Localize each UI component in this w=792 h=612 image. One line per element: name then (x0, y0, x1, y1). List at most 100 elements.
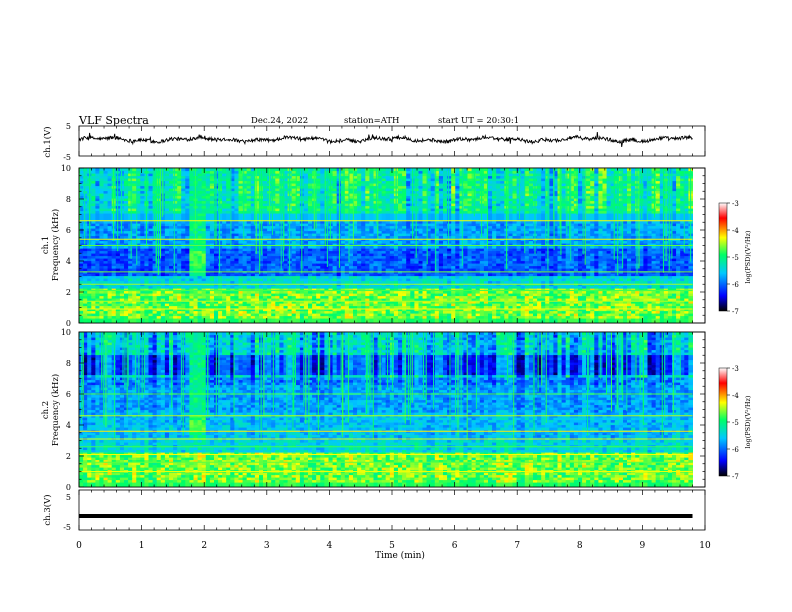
spectrogram-cell (332, 193, 338, 197)
spectrogram-cell (193, 273, 199, 277)
spectrogram-cell (218, 188, 223, 192)
spectrogram-cell (193, 280, 199, 284)
spectrogram-cell (250, 233, 256, 237)
spectrogram-cell (263, 200, 268, 204)
spectrogram-cell (91, 235, 96, 239)
spectrogram-cell (209, 228, 215, 232)
spectrogram-cell (79, 240, 84, 244)
spectrogram-cell (377, 200, 383, 204)
spectrogram-cell (250, 295, 256, 299)
spectrogram-cell (91, 313, 96, 317)
spectrogram-cell (160, 268, 166, 272)
spectrogram-cell (357, 263, 362, 267)
spectrogram-cell (209, 235, 215, 239)
spectrogram-cell (164, 200, 170, 204)
spectrogram-cell (377, 190, 383, 194)
spectrogram-cell (291, 170, 297, 174)
spectrogram-cell (271, 223, 276, 227)
spectrogram-cell (308, 303, 313, 307)
spectrogram-cell (389, 268, 395, 272)
spectrogram-cell (91, 278, 96, 282)
spectrogram-cell (332, 298, 338, 302)
spectrogram-cell (308, 265, 313, 269)
spectrogram-cell (226, 320, 231, 323)
spectrogram-cell (152, 275, 158, 279)
spectrogram-cell (214, 285, 219, 289)
spectrogram-cell (254, 300, 260, 304)
spectrogram-cell (205, 275, 211, 279)
spectrogram-cell (103, 273, 109, 277)
spectrogram-cell (214, 280, 219, 284)
spectrogram-cell (226, 263, 231, 267)
spectrogram-cell (144, 303, 150, 307)
spectrogram-cell (316, 290, 321, 294)
spectrogram-cell (348, 213, 354, 217)
spectrogram-cell (283, 213, 289, 217)
spectrogram-cell (152, 188, 158, 192)
spectrogram-cell (254, 198, 260, 202)
spectrogram-cell (279, 190, 285, 194)
spectrogram-cell (303, 178, 309, 182)
spectrogram-cell (205, 263, 211, 267)
spectrogram-cell (267, 230, 272, 234)
spectrogram-cell (152, 253, 158, 257)
spectrogram-cell (91, 233, 96, 237)
spectrogram-cell (271, 273, 276, 277)
spectrogram-cell (173, 260, 178, 264)
spectrogram-cell (287, 288, 293, 292)
spectrogram-cell (148, 205, 154, 209)
spectrogram-cell (234, 313, 240, 317)
spectrogram-cell (279, 295, 285, 299)
spectrogram-cell (385, 205, 391, 209)
spectrogram-cell (197, 205, 203, 209)
spectrogram-cell (128, 218, 133, 222)
spectrogram-cell (238, 183, 244, 187)
spectrogram-cell (381, 220, 387, 224)
spectrogram-cell (381, 195, 387, 199)
spectrogram-cell (381, 228, 387, 232)
spectrogram-cell (357, 273, 362, 277)
spectrogram-cell (103, 315, 109, 319)
spectrogram-cell (197, 310, 203, 314)
spectrogram-cell (189, 298, 195, 302)
spectrogram-cell (111, 253, 117, 257)
spectrogram-cell (259, 268, 264, 272)
spectrogram-cell (115, 298, 121, 302)
spectrogram-cell (173, 310, 178, 314)
spectrogram-cell (160, 260, 166, 264)
spectrogram-cell (377, 290, 383, 294)
spectrogram-cell (385, 278, 391, 282)
spectrogram-cell (197, 273, 203, 277)
spectrogram-cell (230, 218, 235, 222)
spectrogram-cell (173, 285, 178, 289)
spectrogram-cell (369, 178, 375, 182)
spectrogram-cell (160, 265, 166, 269)
spectrogram-cell (95, 275, 101, 279)
spectrogram-cell (295, 208, 301, 212)
spectrogram-cell (128, 203, 133, 207)
spectrogram-cell (218, 245, 223, 249)
spectrogram-cell (181, 175, 186, 179)
spectrogram-cell (332, 175, 338, 179)
spectrogram-cell (312, 288, 317, 292)
spectrogram-cell (373, 250, 379, 254)
spectrogram-cell (377, 260, 383, 264)
spectrogram-cell (136, 193, 141, 197)
spectrogram-cell (83, 248, 88, 252)
spectrogram-cell (173, 280, 178, 284)
spectrogram-cell (389, 288, 395, 292)
spectrogram-cell (377, 175, 383, 179)
spectrogram-cell (95, 175, 101, 179)
spectrogram-cell (222, 273, 227, 277)
spectrogram-cell (254, 315, 260, 319)
spectrogram-cell (385, 228, 391, 232)
spectrogram-cell (385, 280, 391, 284)
spectrogram-cell (246, 228, 252, 232)
spectrogram-cell (340, 168, 346, 172)
spectrogram-cell (361, 313, 366, 317)
spectrogram-cell (95, 285, 101, 289)
spectrogram-cell (291, 213, 297, 217)
spectrogram-cell (209, 175, 215, 179)
spectrogram-cell (201, 173, 207, 177)
spectrogram-cell (218, 235, 223, 239)
